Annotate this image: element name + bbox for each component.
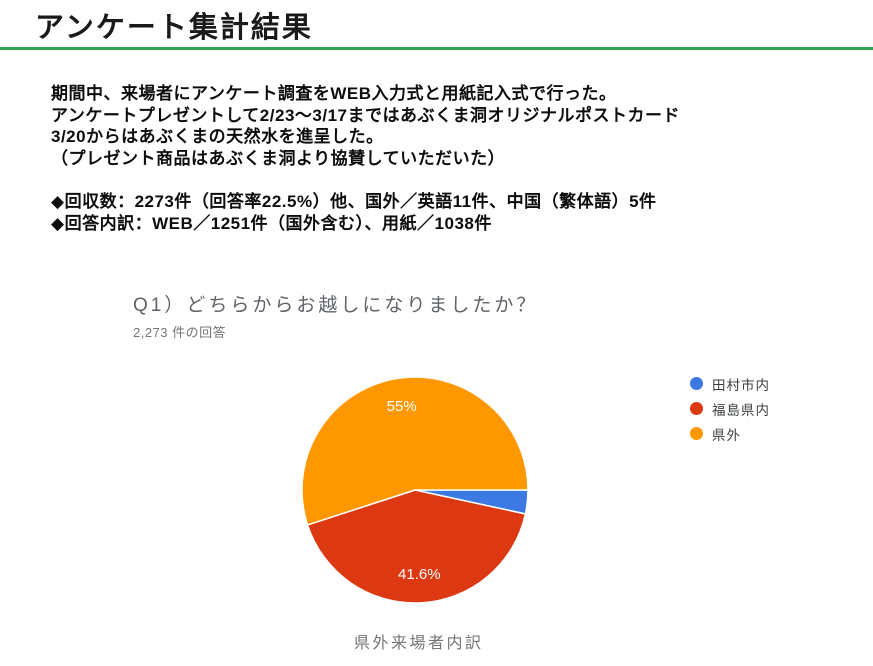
page-title: アンケート集計結果: [35, 12, 313, 44]
intro-line: 期間中、来場者にアンケート調査をWEB入力式と用紙記入式で行った。: [51, 84, 617, 103]
pie-chart-svg: 41.6% 55%: [301, 376, 529, 604]
pie-slice-福島県内: [306, 489, 527, 604]
pie-slice-label: 55%: [387, 398, 417, 415]
pie-slice-label: 41.6%: [398, 566, 441, 583]
legend-color-dot: [690, 427, 703, 440]
bullet-line: ◆回収数：2273件（回答率22.5%）他、国外／英語11件、中国（繁体語）5件: [51, 192, 657, 211]
legend-item-県外: 県外: [690, 421, 770, 446]
legend-item-label: 田村市内: [712, 377, 770, 393]
summary-bullets: ◆回収数：2273件（回答率22.5%）他、国外／英語11件、中国（繁体語）5件…: [51, 191, 657, 235]
legend-item-福島県内: 福島県内: [690, 396, 770, 421]
legend-item-田村市内: 田村市内: [690, 371, 770, 396]
intro-line: アンケートプレゼントして2/23～3/17まではあぶくま洞オリジナルポストカード: [51, 105, 680, 125]
legend-item-label: 県外: [712, 427, 741, 443]
chart-response-count: 2,273 件の回答: [133, 325, 227, 340]
legend-item-label: 福島県内: [712, 402, 770, 418]
chart-question-title: Q1）どちらからお越しになりましたか？: [133, 295, 539, 316]
intro-paragraph: 期間中、来場者にアンケート調査をWEB入力式と用紙記入式で行った。 アンケートプ…: [51, 83, 680, 169]
next-section-caption: 県外来場者内訳: [354, 635, 484, 652]
intro-line: （プレゼント商品はあぶくま洞より協賛していただいた）: [51, 148, 506, 168]
pie-chart: 41.6% 55%: [300, 375, 530, 605]
legend-color-dot: [690, 402, 703, 415]
chart-legend: 田村市内福島県内県外: [690, 371, 770, 446]
bullet-line: ◆回答内訳：WEB／1251件（国外含む）、用紙／1038件: [51, 214, 492, 233]
intro-line: 3/20からはあぶくまの天然水を進呈した。: [51, 127, 384, 146]
pie-slice-県外: [301, 376, 529, 526]
title-divider: [0, 47, 873, 50]
legend-color-dot: [690, 377, 703, 390]
